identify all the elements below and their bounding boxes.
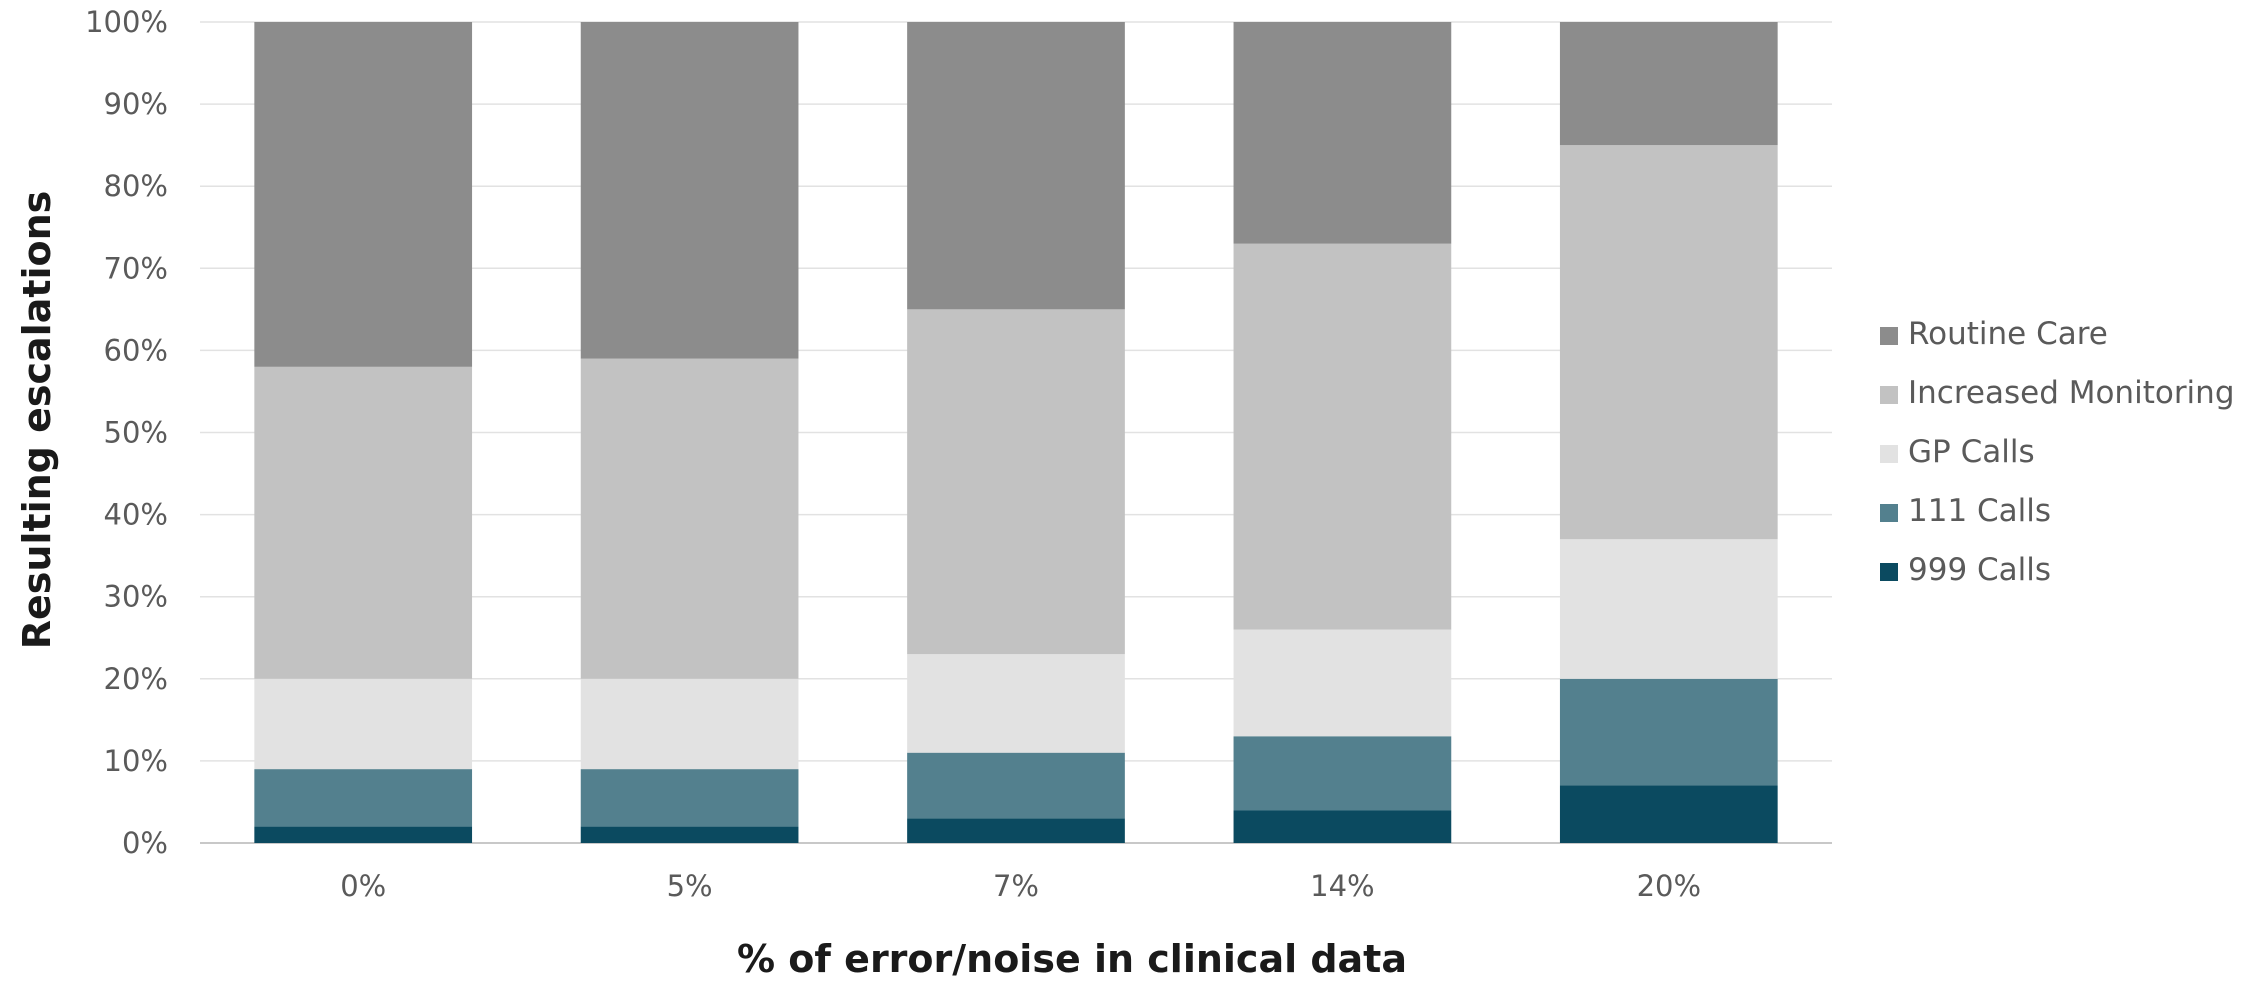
- bar-segment-gp-calls: [907, 654, 1125, 753]
- bar-segment-gp-calls: [580, 678, 799, 770]
- legend-label: GP Calls: [1908, 434, 2035, 470]
- legend-label: Increased Monitoring: [1908, 375, 2235, 411]
- y-axis-title: Resulting escalations: [15, 191, 59, 650]
- bar-segment-999-calls: [580, 826, 799, 843]
- legend: Routine Care Increased Monitoring GP Calls…: [1880, 316, 2235, 588]
- legend-swatch: [1880, 327, 1898, 345]
- x-tick-label: 7%: [993, 869, 1039, 903]
- bar-segment-999-calls: [1559, 785, 1778, 843]
- bar-segment-111-calls: [1233, 736, 1452, 811]
- x-tick-label: 5%: [667, 869, 713, 903]
- legend-label: 111 Calls: [1908, 493, 2051, 529]
- bar-segment-gp-calls: [1233, 629, 1452, 737]
- bar-segment-increased-monitoring: [1233, 243, 1452, 630]
- bar-segment-111-calls: [907, 752, 1125, 819]
- bar-segment-111-calls: [254, 769, 473, 827]
- legend-label: 999 Calls: [1908, 552, 2051, 588]
- bar-segment-111-calls: [580, 769, 799, 827]
- y-tick-label: 20%: [104, 662, 168, 696]
- bar-segment-routine-care: [1233, 22, 1452, 244]
- y-tick-label: 40%: [104, 498, 168, 532]
- y-tick-label: 100%: [85, 5, 168, 39]
- legend-item-111-calls: 111 Calls: [1880, 493, 2051, 529]
- y-tick-label: 60%: [104, 333, 168, 367]
- bar-segment-999-calls: [254, 826, 473, 843]
- bar-segment-gp-calls: [1559, 539, 1778, 679]
- legend-item-increased-monitoring: Increased Monitoring: [1880, 375, 2235, 411]
- bar-segment-routine-care: [907, 22, 1125, 310]
- bar-segment-111-calls: [1559, 678, 1778, 786]
- legend-swatch: [1880, 563, 1898, 581]
- x-axis-ticks: 0% 5% 7% 14% 20%: [340, 869, 1701, 903]
- bar-segment-999-calls: [907, 818, 1125, 843]
- bar-segment-routine-care: [1559, 22, 1778, 146]
- bar-segment-routine-care: [254, 22, 473, 367]
- bar-segment-999-calls: [1233, 810, 1452, 843]
- legend-item-gp-calls: GP Calls: [1880, 434, 2035, 470]
- bars: [254, 22, 1778, 843]
- y-tick-label: 10%: [104, 744, 168, 778]
- y-tick-label: 90%: [104, 87, 168, 121]
- legend-label: Routine Care: [1908, 316, 2108, 352]
- bar-group: [580, 22, 799, 843]
- x-tick-label: 14%: [1310, 869, 1374, 903]
- y-tick-label: 50%: [104, 416, 168, 450]
- y-tick-label: 0%: [122, 826, 168, 860]
- x-tick-label: 20%: [1637, 869, 1701, 903]
- legend-item-routine-care: Routine Care: [1880, 316, 2108, 352]
- x-tick-label: 0%: [340, 869, 386, 903]
- bar-group: [1233, 22, 1452, 843]
- legend-item-999-calls: 999 Calls: [1880, 552, 2051, 588]
- y-tick-label: 70%: [104, 251, 168, 285]
- bar-segment-gp-calls: [254, 678, 473, 770]
- bar-segment-routine-care: [580, 22, 799, 359]
- bar-segment-increased-monitoring: [1559, 145, 1778, 540]
- bar-segment-increased-monitoring: [580, 358, 799, 679]
- bar-group: [254, 22, 473, 843]
- bar-segment-increased-monitoring: [907, 309, 1125, 655]
- legend-swatch: [1880, 445, 1898, 463]
- y-tick-label: 80%: [104, 169, 168, 203]
- legend-swatch: [1880, 504, 1898, 522]
- bar-group: [907, 22, 1125, 843]
- y-axis-ticks: 0% 10% 20% 30% 40% 50% 60% 70% 80% 90% 100%: [85, 5, 168, 860]
- bar-group: [1559, 22, 1778, 843]
- y-tick-label: 30%: [104, 580, 168, 614]
- bar-segment-increased-monitoring: [254, 366, 473, 679]
- legend-swatch: [1880, 386, 1898, 404]
- x-axis-title: % of error/noise in clinical data: [737, 937, 1407, 981]
